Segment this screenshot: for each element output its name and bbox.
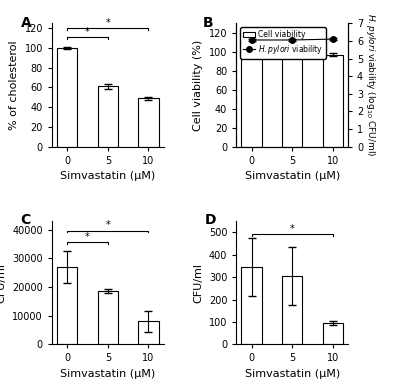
- Text: *: *: [106, 221, 110, 231]
- Bar: [241, 52, 262, 147]
- Text: C: C: [21, 214, 31, 228]
- Bar: [241, 267, 262, 344]
- Bar: [282, 57, 302, 147]
- Bar: [282, 276, 302, 344]
- Text: A: A: [21, 16, 32, 30]
- Y-axis label: % of cholesterol: % of cholesterol: [9, 40, 19, 130]
- Text: *: *: [85, 232, 90, 242]
- Y-axis label: $\it{H. pylori}$ viability (log$_{10}$ CFU/ml): $\it{H. pylori}$ viability (log$_{10}$ C…: [364, 13, 377, 157]
- Bar: [57, 267, 77, 344]
- Legend: Cell viability, $\it{H. pylori}$ viability: Cell viability, $\it{H. pylori}$ viabili…: [240, 27, 326, 59]
- Bar: [98, 291, 118, 344]
- X-axis label: Simvastatin (μM): Simvastatin (μM): [244, 369, 340, 379]
- Bar: [138, 322, 159, 344]
- Bar: [323, 323, 343, 344]
- Y-axis label: CFU/ml: CFU/ml: [193, 263, 203, 303]
- Text: B: B: [203, 16, 214, 30]
- Bar: [57, 48, 77, 147]
- Bar: [98, 86, 118, 147]
- X-axis label: Simvastatin (μM): Simvastatin (μM): [244, 171, 340, 182]
- X-axis label: Simvastatin (μM): Simvastatin (μM): [60, 171, 156, 182]
- Text: *: *: [106, 18, 110, 28]
- Bar: [138, 98, 159, 147]
- Y-axis label: CFU/ml: CFU/ml: [0, 263, 7, 303]
- Text: *: *: [85, 27, 90, 37]
- Text: *: *: [290, 224, 294, 234]
- Bar: [323, 55, 343, 147]
- Y-axis label: Cell viability (%): Cell viability (%): [193, 39, 203, 131]
- Text: D: D: [205, 214, 216, 228]
- X-axis label: Simvastatin (μM): Simvastatin (μM): [60, 369, 156, 379]
